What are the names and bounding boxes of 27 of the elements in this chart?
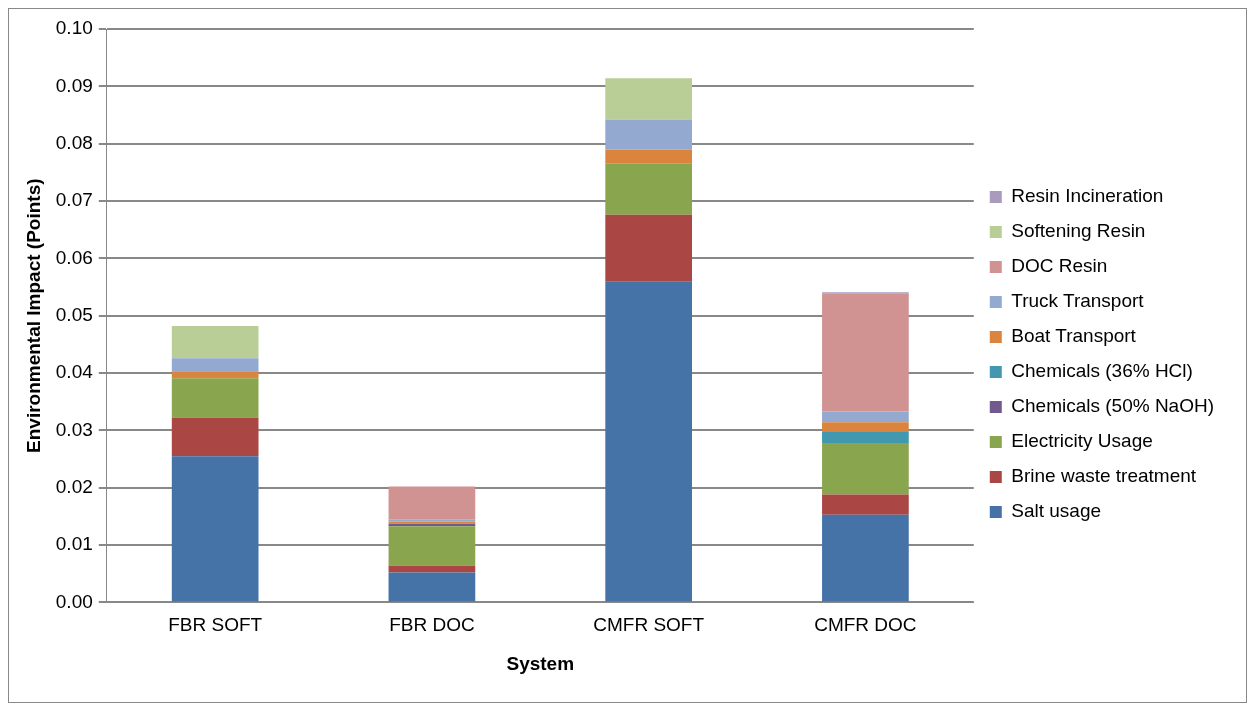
legend-label: Salt usage bbox=[1011, 500, 1102, 522]
y-tick-label: 0.06 bbox=[55, 246, 93, 268]
x-axis-title: System bbox=[506, 652, 575, 674]
y-tick-label: 0.07 bbox=[55, 189, 93, 211]
y-tick-label: 0.04 bbox=[55, 361, 94, 383]
y-tick-label: 0.02 bbox=[55, 475, 93, 497]
y-tick-label: 0.05 bbox=[55, 303, 93, 325]
x-tick-label: CMFR SOFT bbox=[593, 614, 705, 636]
legend-label: Resin Incineration bbox=[1011, 185, 1164, 207]
legend-label: Boat Transport bbox=[1011, 325, 1137, 347]
y-axis-title: Environmental Impact (Points) bbox=[22, 178, 44, 453]
x-tick-label: FBR DOC bbox=[389, 614, 475, 636]
y-tick-label: 0.01 bbox=[55, 533, 93, 555]
y-tick-label: 0.03 bbox=[55, 418, 93, 440]
x-tick-label: FBR SOFT bbox=[168, 614, 263, 636]
x-tick-label: CMFR DOC bbox=[814, 614, 917, 636]
legend-label: Electricity Usage bbox=[1011, 430, 1153, 452]
y-tick-label: 0.09 bbox=[55, 74, 93, 96]
legend-label: Brine waste treatment bbox=[1011, 465, 1197, 487]
y-tick-label: 0.00 bbox=[55, 590, 93, 612]
y-tick-label: 0.10 bbox=[55, 17, 93, 39]
legend-label: Softening Resin bbox=[1011, 220, 1146, 242]
y-tick-label: 0.08 bbox=[55, 131, 93, 153]
legend-label: Chemicals (50% NaOH) bbox=[1011, 395, 1215, 417]
legend-label: Chemicals (36% HCl) bbox=[1011, 360, 1193, 382]
legend-label: Truck Transport bbox=[1011, 290, 1145, 312]
legend-label: DOC Resin bbox=[1011, 255, 1108, 277]
